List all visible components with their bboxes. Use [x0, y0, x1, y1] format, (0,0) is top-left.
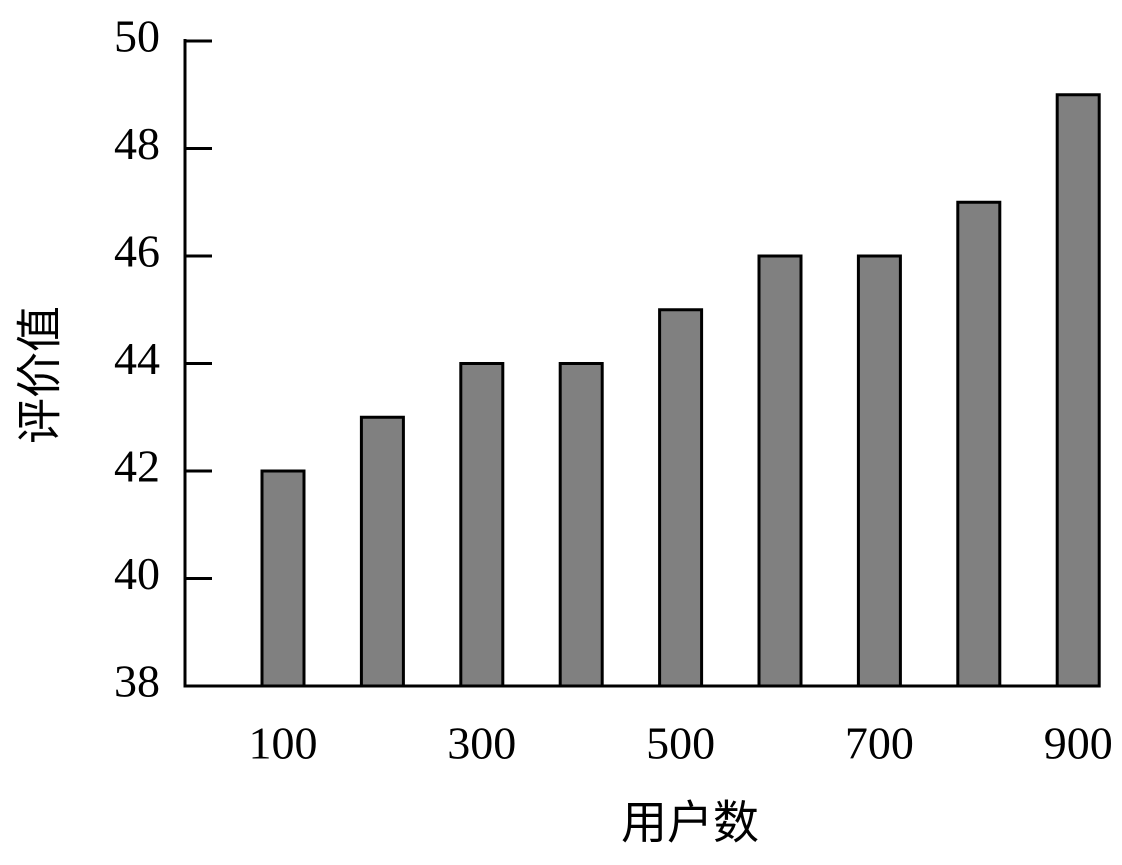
- bar: [558, 362, 604, 688]
- bar: [359, 415, 405, 688]
- x-tick-label: 900: [1044, 718, 1113, 769]
- bar: [260, 469, 306, 688]
- x-tick-label: 500: [646, 718, 715, 769]
- y-tick-label: 38: [114, 656, 160, 707]
- y-axis-label: 评价值: [15, 306, 66, 444]
- x-tick-label: 100: [249, 718, 318, 769]
- y-tick-label: 44: [114, 333, 160, 384]
- bar: [1055, 93, 1101, 688]
- y-tick-label: 48: [114, 118, 160, 169]
- bar: [856, 254, 902, 688]
- bar: [459, 362, 505, 688]
- y-tick-label: 42: [114, 441, 160, 492]
- x-axis-label: 用户数: [621, 798, 759, 849]
- x-tick-label: 700: [845, 718, 914, 769]
- bar: [757, 254, 803, 688]
- bar: [956, 200, 1002, 688]
- y-tick-label: 40: [114, 548, 160, 599]
- y-tick-label: 50: [114, 11, 160, 62]
- x-tick-label: 300: [447, 718, 516, 769]
- y-tick-label: 46: [114, 226, 160, 277]
- bar: [658, 308, 704, 688]
